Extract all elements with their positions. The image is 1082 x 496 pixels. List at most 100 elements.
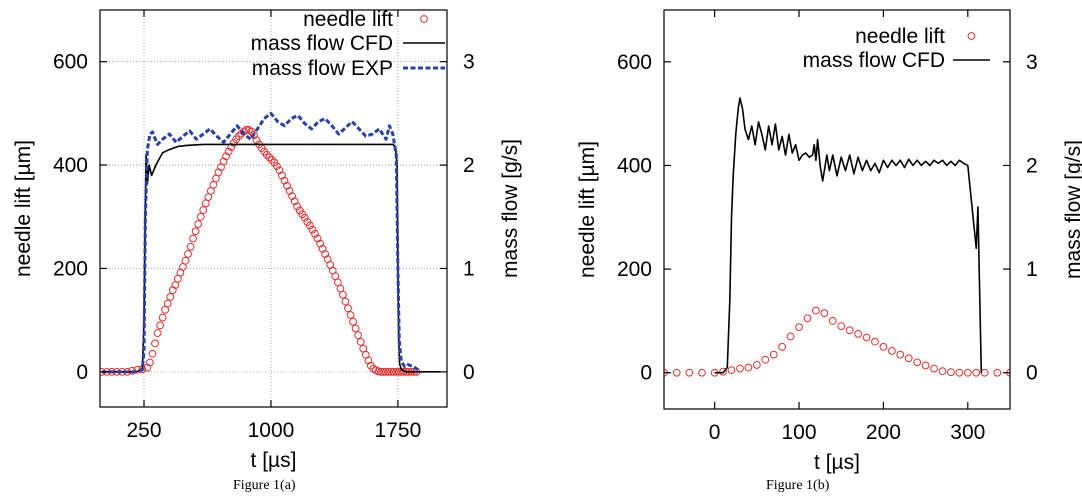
y2-tick-label: 0	[463, 361, 475, 384]
data-point	[382, 367, 390, 376]
data-point	[803, 314, 812, 323]
data-point	[845, 326, 854, 335]
chart-figure-1b: 0 100 200 300 0 200 400 600 0 1 2 3 t [µs] needle lif…	[576, 9, 1082, 474]
data-point	[344, 304, 352, 313]
y2-tick-label: 2	[463, 154, 475, 177]
data-point	[186, 242, 195, 251]
data-point	[752, 361, 761, 369]
data-point	[346, 311, 355, 319]
data-point	[389, 367, 398, 376]
y-tick-label: 200	[53, 257, 88, 280]
x-tick-label: 100	[782, 421, 817, 444]
data-point	[354, 331, 363, 340]
data-point	[242, 126, 251, 134]
data-point	[379, 367, 388, 376]
x-tick-label: 300	[950, 421, 985, 444]
y2-tick-label: 3	[1026, 51, 1038, 74]
data-point	[194, 220, 203, 228]
series-mass-flow-exp	[101, 111, 420, 374]
data-point	[196, 212, 205, 221]
legend-marker	[967, 32, 976, 40]
data-point	[349, 317, 357, 326]
data-point	[308, 225, 317, 234]
y2-tick-label: 1	[1026, 258, 1038, 281]
y-tick-label: 0	[640, 362, 652, 385]
data-point	[158, 313, 167, 322]
data-point	[234, 132, 243, 141]
data-point	[305, 221, 314, 230]
data-point	[146, 358, 154, 367]
y-tick-label: 200	[617, 258, 652, 281]
data-point	[356, 337, 365, 346]
data-point	[887, 347, 896, 355]
y-tick-label: 600	[53, 51, 88, 74]
data-point	[224, 147, 233, 156]
data-point	[778, 342, 787, 351]
y-tick-label: 600	[617, 51, 652, 74]
data-point	[938, 367, 947, 376]
data-point	[820, 309, 829, 318]
x-axis-label: t [µs]	[814, 451, 860, 474]
data-point	[930, 364, 938, 373]
y2-axis-label: mass flow [g/s]	[499, 139, 522, 278]
data-point	[947, 368, 955, 377]
legend-label: mass flow CFD	[803, 49, 945, 72]
chart-figure-1a: 250 1000 1750 0 200 400 600 0 1 2 3 t [µs] needle li…	[12, 8, 522, 472]
plot-frame	[663, 9, 1011, 410]
y2-tick-label: 0	[1026, 362, 1038, 385]
data-point	[744, 363, 753, 372]
data-point	[153, 329, 162, 337]
data-point	[222, 152, 231, 161]
data-point	[672, 368, 681, 377]
data-point	[862, 333, 871, 342]
data-point	[311, 229, 319, 238]
data-point	[341, 297, 350, 306]
data-point	[896, 350, 905, 359]
data-point	[955, 368, 964, 377]
plot-frame	[99, 9, 448, 408]
data-point	[267, 156, 276, 164]
data-point	[980, 368, 989, 377]
data-point	[786, 332, 795, 341]
y2-tick-label: 1	[463, 257, 475, 280]
series-mass-flow-cfd	[714, 97, 983, 374]
data-point	[972, 368, 981, 377]
data-point	[761, 355, 770, 364]
legend-label: mass flow CFD	[251, 32, 393, 55]
y2-tick-label: 3	[463, 51, 475, 74]
data-point	[394, 367, 403, 376]
y-tick-label: 400	[53, 154, 88, 177]
data-point	[189, 234, 198, 243]
y2-axis-label: mass flow [g/s]	[1062, 140, 1082, 279]
data-point	[921, 361, 930, 370]
plot-area	[100, 111, 441, 376]
x-tick-label: 1750	[375, 419, 422, 442]
data-point	[293, 202, 302, 211]
legend-label: needle lift	[303, 8, 393, 31]
y-axis-label: needle lift [µm]	[576, 141, 599, 278]
data-point	[993, 368, 1002, 377]
y2-tick-label: 2	[1026, 154, 1038, 177]
data-point	[227, 143, 236, 151]
y-axis-label: needle lift [µm]	[12, 140, 35, 277]
data-point	[163, 299, 172, 308]
y-tick-label: 400	[617, 154, 652, 177]
data-point	[384, 367, 393, 376]
caption-figure-1a: Figure 1(a)	[233, 478, 296, 493]
data-point	[719, 367, 727, 376]
data-point	[151, 339, 159, 348]
data-point	[387, 367, 396, 376]
data-point	[871, 337, 879, 346]
data-point	[156, 321, 164, 330]
data-point	[181, 256, 190, 265]
data-point	[265, 153, 274, 162]
data-point	[191, 227, 200, 236]
x-tick-label: 0	[709, 421, 721, 444]
legend-label: needle lift	[855, 25, 945, 48]
data-point	[795, 323, 803, 332]
data-point	[199, 206, 208, 214]
data-point	[812, 306, 820, 315]
